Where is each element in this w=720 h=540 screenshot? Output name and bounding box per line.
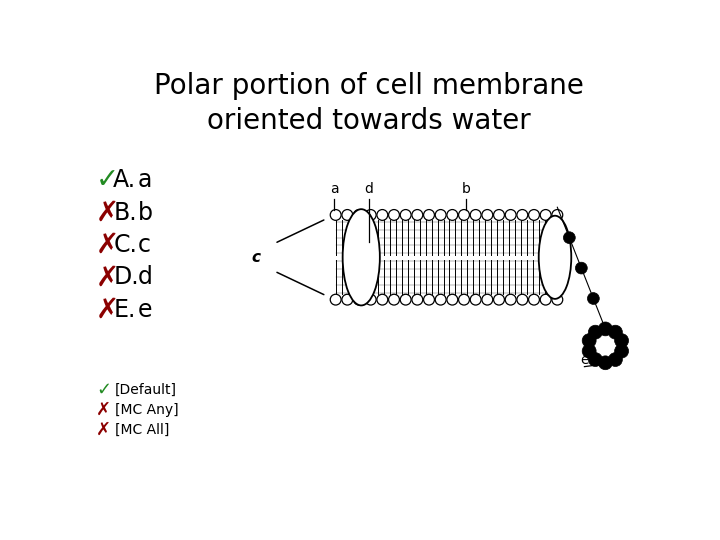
Text: c: c: [251, 250, 261, 265]
Circle shape: [377, 294, 388, 305]
Circle shape: [552, 210, 563, 220]
Text: ✗: ✗: [96, 401, 112, 418]
Circle shape: [354, 294, 364, 305]
Circle shape: [582, 334, 596, 348]
Circle shape: [482, 294, 492, 305]
Circle shape: [598, 322, 612, 336]
Circle shape: [552, 294, 563, 305]
Circle shape: [436, 210, 446, 220]
Circle shape: [377, 210, 388, 220]
Circle shape: [459, 210, 469, 220]
Circle shape: [400, 294, 411, 305]
Circle shape: [470, 210, 481, 220]
Ellipse shape: [343, 209, 380, 306]
Circle shape: [365, 294, 376, 305]
Text: ✗: ✗: [96, 264, 120, 291]
Text: D.: D.: [113, 265, 139, 289]
Text: ✗: ✗: [96, 421, 112, 439]
Text: B.: B.: [113, 201, 137, 225]
Circle shape: [582, 344, 596, 358]
Text: [MC Any]: [MC Any]: [114, 403, 179, 417]
Text: Polar portion of cell membrane
oriented towards water: Polar portion of cell membrane oriented …: [154, 72, 584, 135]
Text: E.: E.: [113, 298, 135, 322]
Circle shape: [365, 210, 376, 220]
Circle shape: [528, 294, 539, 305]
Circle shape: [330, 210, 341, 220]
Circle shape: [608, 325, 622, 339]
Circle shape: [588, 293, 599, 305]
Text: a: a: [138, 168, 153, 192]
Text: d: d: [364, 181, 374, 195]
Circle shape: [354, 210, 364, 220]
Text: ✗: ✗: [96, 231, 120, 259]
Circle shape: [459, 294, 469, 305]
Text: ✗: ✗: [96, 296, 120, 323]
Text: ✗: ✗: [96, 199, 120, 227]
Circle shape: [389, 210, 400, 220]
Circle shape: [494, 294, 505, 305]
Circle shape: [342, 294, 353, 305]
Circle shape: [615, 344, 629, 358]
Text: c: c: [138, 233, 151, 257]
Text: ✓: ✓: [96, 166, 120, 194]
Circle shape: [575, 262, 588, 274]
Circle shape: [412, 210, 423, 220]
Circle shape: [400, 210, 411, 220]
Circle shape: [389, 294, 400, 305]
Circle shape: [447, 294, 458, 305]
Circle shape: [447, 210, 458, 220]
Circle shape: [494, 210, 505, 220]
Circle shape: [423, 210, 434, 220]
Circle shape: [482, 210, 492, 220]
Circle shape: [470, 294, 481, 305]
Text: [MC All]: [MC All]: [114, 423, 169, 437]
Text: d: d: [138, 265, 153, 289]
Circle shape: [412, 294, 423, 305]
Circle shape: [342, 210, 353, 220]
Text: [Default]: [Default]: [114, 383, 177, 397]
Circle shape: [588, 325, 603, 339]
Text: e: e: [580, 353, 589, 367]
Circle shape: [423, 294, 434, 305]
Text: C.: C.: [113, 233, 137, 257]
Circle shape: [540, 294, 551, 305]
Circle shape: [588, 353, 603, 367]
Text: A.: A.: [113, 168, 136, 192]
Circle shape: [517, 294, 528, 305]
Text: b: b: [462, 181, 470, 195]
Text: ✓: ✓: [96, 381, 112, 399]
Circle shape: [505, 294, 516, 305]
Circle shape: [615, 334, 629, 348]
Circle shape: [528, 210, 539, 220]
Text: b: b: [138, 201, 153, 225]
Circle shape: [598, 356, 612, 370]
Text: a: a: [330, 181, 338, 195]
Circle shape: [330, 294, 341, 305]
Circle shape: [436, 294, 446, 305]
Circle shape: [505, 210, 516, 220]
Circle shape: [564, 232, 575, 244]
Circle shape: [517, 210, 528, 220]
Text: e: e: [138, 298, 153, 322]
Ellipse shape: [539, 215, 571, 299]
Circle shape: [540, 210, 551, 220]
Circle shape: [608, 353, 622, 367]
